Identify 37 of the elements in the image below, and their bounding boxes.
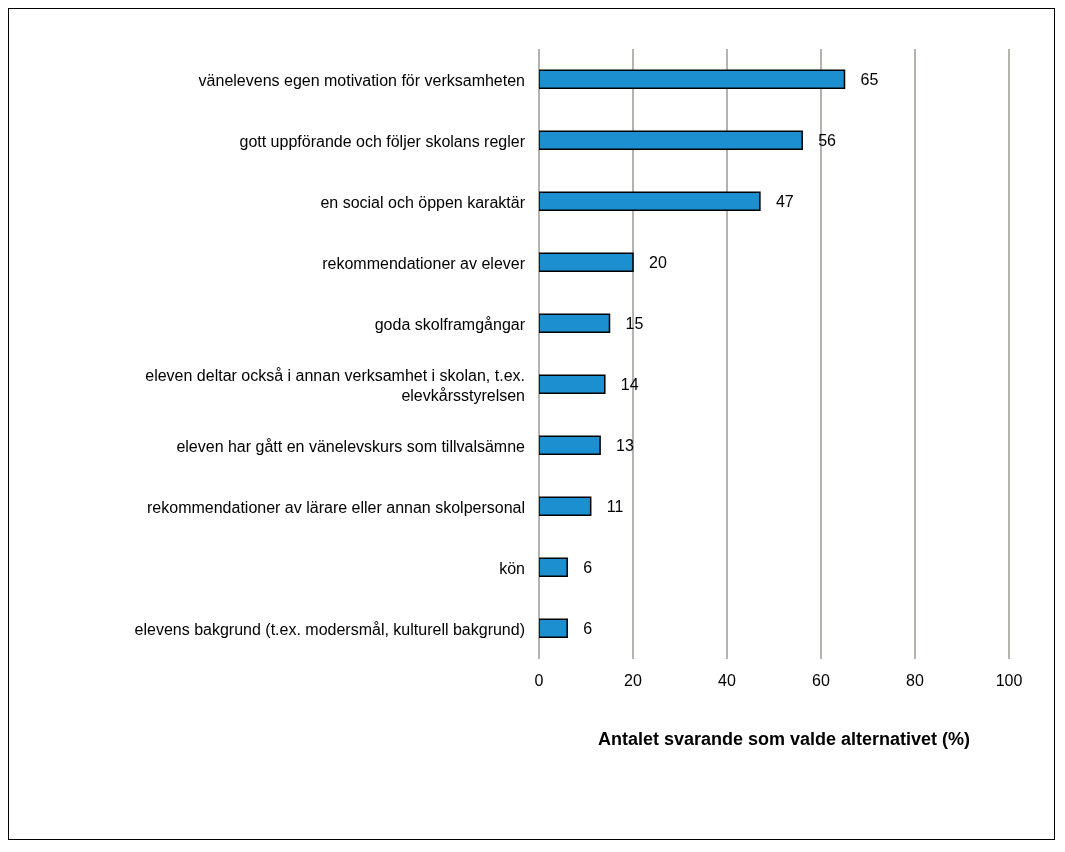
bar: [539, 557, 568, 578]
data-label: 20: [649, 254, 667, 272]
data-label: 6: [583, 620, 593, 638]
bar: [539, 313, 611, 334]
x-tick-label: 40: [718, 672, 736, 690]
data-label: 6: [583, 559, 593, 577]
y-tick-label: goda skolframgångar: [374, 315, 526, 332]
data-label: 65: [860, 71, 879, 89]
data-label: 47: [775, 193, 794, 211]
y-tick-label: eleven har gått en vänelevskurs som tillvalsämne: [176, 437, 526, 454]
bar: [539, 374, 606, 395]
bar: [539, 69, 846, 90]
y-tick-label: kön: [499, 559, 525, 576]
bar: [539, 435, 601, 456]
x-tick-label: 80: [906, 672, 924, 690]
y-tick-label: vänelevens egen motivation för verksamheten: [198, 71, 525, 88]
x-tick-label: 0: [534, 672, 544, 690]
x-axis-title: Antalet svarande som valde alternativet (%): [596, 729, 972, 750]
y-tick-label: en social och öppen karaktär: [320, 193, 526, 210]
y-tick-label: gott uppförande och följer skolans regler: [239, 132, 526, 149]
data-label: 11: [606, 498, 624, 516]
bar: [539, 191, 761, 212]
data-label: 14: [620, 376, 639, 394]
bar: [539, 496, 592, 517]
bar: [539, 130, 803, 151]
bar: [539, 252, 634, 273]
bar: [539, 618, 568, 639]
data-label: 15: [625, 315, 644, 333]
x-tick-label: 60: [812, 672, 830, 690]
y-tick-label: elevens bakgrund (t.ex. modersmål, kulturell bakgrund): [134, 620, 525, 637]
x-tick-label: 20: [624, 672, 642, 690]
y-tick-label: rekommendationer av lärare eller annan skolpersonal: [147, 498, 525, 515]
y-tick-label: rekommendationer av elever: [322, 254, 526, 271]
x-tick-label: 100: [995, 672, 1023, 690]
data-label: 56: [818, 132, 837, 150]
data-label: 13: [616, 437, 634, 455]
y-tick-label: eleven deltar också i annan verksamhet i skolan, t.ex. elevkårsstyrelsen: [145, 366, 525, 403]
